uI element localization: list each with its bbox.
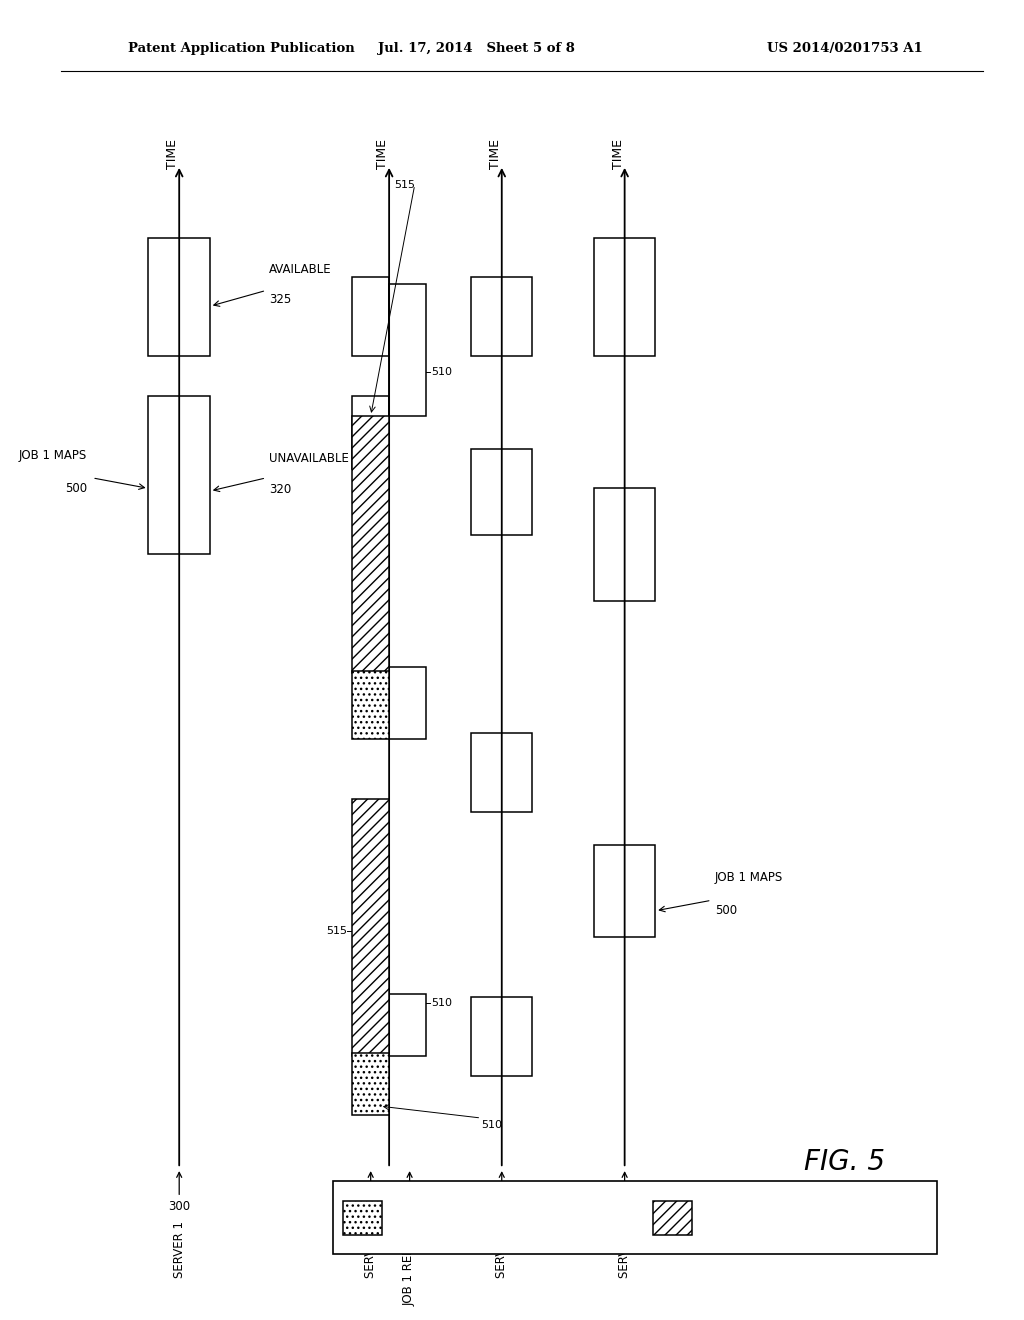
Text: 505: 505: [398, 1200, 421, 1213]
Bar: [352, 671, 389, 739]
Text: 310: 310: [490, 1200, 513, 1213]
Text: FIG. 5: FIG. 5: [804, 1147, 886, 1176]
Text: TIME: TIME: [611, 140, 625, 169]
Text: AVAILABLE: AVAILABLE: [269, 263, 332, 276]
Bar: [594, 488, 655, 601]
Text: SERVER 3: SERVER 3: [496, 1221, 508, 1278]
Text: 515: 515: [326, 925, 347, 936]
Text: S3/S4 SIMULTANEOUSLY AVAILABLE TIME: S3/S4 SIMULTANEOUSLY AVAILABLE TIME: [702, 1213, 912, 1222]
Bar: [333, 1181, 937, 1254]
Text: 510: 510: [431, 998, 453, 1008]
Text: 320: 320: [269, 483, 292, 496]
Bar: [471, 277, 532, 356]
Bar: [594, 238, 655, 356]
Bar: [389, 284, 426, 416]
Bar: [352, 396, 389, 469]
Text: 315: 315: [613, 1200, 636, 1213]
Bar: [352, 277, 389, 356]
Bar: [471, 997, 532, 1076]
Bar: [471, 449, 532, 535]
Text: Jul. 17, 2014   Sheet 5 of 8: Jul. 17, 2014 Sheet 5 of 8: [378, 42, 574, 55]
Text: SERVER 1: SERVER 1: [173, 1221, 185, 1278]
Text: 325: 325: [269, 293, 292, 306]
Text: Patent Application Publication: Patent Application Publication: [128, 42, 354, 55]
Bar: [148, 396, 210, 554]
Text: S3/S1 SIMULTANEOUSLY AVAILABLE TIME: S3/S1 SIMULTANEOUSLY AVAILABLE TIME: [392, 1213, 602, 1222]
Text: SERVER 4: SERVER 4: [618, 1221, 631, 1278]
Text: TIME: TIME: [376, 140, 389, 169]
Text: TIME: TIME: [166, 140, 179, 169]
Bar: [352, 1053, 389, 1115]
Text: JOB 1 MAPS: JOB 1 MAPS: [715, 871, 783, 884]
Text: TIME: TIME: [488, 140, 502, 169]
Text: 300: 300: [168, 1200, 190, 1213]
Text: UNAVAILABLE: UNAVAILABLE: [269, 451, 349, 465]
Text: US 2014/0201753 A1: US 2014/0201753 A1: [767, 42, 923, 55]
Text: JOB 1 REDUCE: JOB 1 REDUCE: [403, 1221, 416, 1305]
Text: 305: 305: [359, 1200, 382, 1213]
Text: SERVER 2: SERVER 2: [365, 1221, 377, 1278]
Bar: [148, 238, 210, 356]
Bar: [594, 845, 655, 937]
Bar: [653, 1201, 692, 1236]
Text: JOB 1 MAPS: JOB 1 MAPS: [18, 449, 87, 462]
Text: 510: 510: [481, 1119, 503, 1130]
Bar: [352, 799, 389, 1056]
Text: 515: 515: [394, 180, 416, 190]
Text: 500: 500: [65, 482, 87, 495]
Text: 510: 510: [431, 367, 453, 378]
Text: 500: 500: [715, 904, 737, 917]
Bar: [471, 733, 532, 812]
Bar: [352, 416, 389, 673]
Bar: [389, 667, 426, 739]
Bar: [343, 1201, 382, 1236]
Bar: [389, 994, 426, 1056]
